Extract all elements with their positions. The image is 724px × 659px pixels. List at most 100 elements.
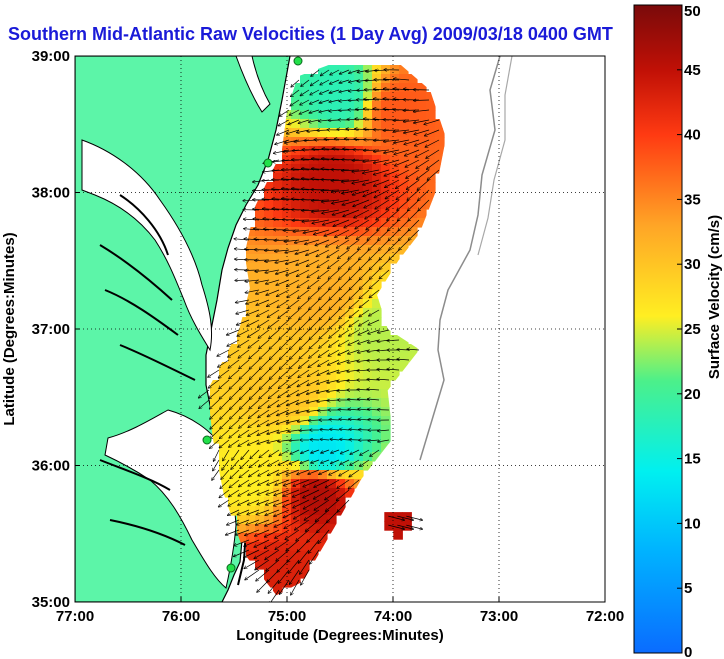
velocity-vector [329,420,340,421]
velocity-cell [408,353,418,363]
velocity-cell [327,254,337,264]
velocity-cell [354,173,364,183]
velocity-vector [348,249,360,259]
velocity-vector [385,189,400,199]
velocity-vector [374,169,390,175]
velocity-vector [360,459,370,466]
velocity-vector [258,329,270,338]
velocity-vector [270,349,280,359]
velocity-cell [363,344,373,354]
velocity-cell [336,128,346,138]
velocity-vector [274,499,290,506]
velocity-cell [363,353,373,363]
velocity-cell [318,461,328,471]
velocity-cell [300,470,310,480]
velocity-vector [363,189,380,196]
velocity-vector [379,249,390,260]
velocity-vector [339,89,350,92]
velocity-cell [363,191,373,201]
velocity-cell [327,119,337,129]
velocity-cell [273,308,283,318]
velocity-vector [320,79,330,85]
velocity-vector [389,249,400,260]
velocity-vector [321,449,330,453]
velocity-vector [328,359,340,365]
velocity-cell [264,398,274,408]
velocity-vector [235,529,250,535]
velocity-cell [327,146,337,156]
velocity-vector [227,519,240,525]
velocity-vector [299,329,310,340]
velocity-vector [244,549,260,557]
velocity-cell [237,407,247,417]
velocity-vector [256,519,270,525]
velocity-cell [309,119,319,129]
velocity-cell [345,299,355,309]
velocity-cell [264,254,274,264]
velocity-cell [354,299,364,309]
velocity-cell [327,263,337,273]
velocity-cell [318,515,328,525]
velocity-cell [363,74,373,84]
velocity-cell [255,524,265,534]
velocity-cell [327,299,337,309]
velocity-cell [291,281,301,291]
velocity-vector [317,369,330,375]
velocity-cell [384,512,394,522]
velocity-cell [300,569,310,579]
velocity-vector [338,249,350,259]
velocity-cell [327,416,337,426]
velocity-vector [266,559,280,571]
velocity-cell [372,398,382,408]
velocity-cell [345,146,355,156]
velocity-cell [408,74,418,84]
velocity-cell [309,389,319,399]
velocity-cell [336,281,346,291]
velocity-vector [406,515,422,520]
velocity-vector [289,309,300,319]
velocity-cell [246,497,256,507]
velocity-cell [300,326,310,336]
velocity-vector [307,410,320,412]
velocity-vector [230,399,240,409]
velocity-vector [287,549,300,562]
velocity-vector [247,319,260,326]
velocity-cell [372,263,382,273]
velocity-cell [345,164,355,174]
velocity-vector [297,269,310,276]
velocity-vector [299,309,310,320]
velocity-cell [417,218,427,228]
velocity-vector [417,169,430,179]
velocity-cell [435,119,445,129]
velocity-cell [318,74,328,84]
velocity-cell [309,128,319,138]
velocity-cell [273,398,283,408]
velocity-cell [327,380,337,390]
velocity-cell [309,74,319,84]
velocity-cell [372,209,382,219]
velocity-vector [258,479,270,485]
velocity-cell [291,326,301,336]
velocity-vector [292,179,310,181]
velocity-vector [329,299,340,310]
velocity-cell [309,209,319,219]
velocity-cell [381,362,391,372]
velocity-cell [345,218,355,228]
velocity-vector [399,229,410,240]
velocity-cell [309,173,319,183]
velocity-vector [332,209,350,215]
velocity-cell [336,173,346,183]
velocity-vector [228,349,240,357]
velocity-cell [228,497,238,507]
velocity-vector [218,369,230,378]
velocity-cell [372,74,382,84]
velocity-vector [349,299,360,309]
velocity-vector [302,169,320,171]
velocity-cell [291,506,301,516]
velocity-vector [249,469,260,477]
velocity-vector [248,429,260,436]
velocity-cell [246,515,256,525]
velocity-cell [336,389,346,399]
x-tick-label: 72:00 [586,608,624,625]
velocity-cell [327,245,337,255]
